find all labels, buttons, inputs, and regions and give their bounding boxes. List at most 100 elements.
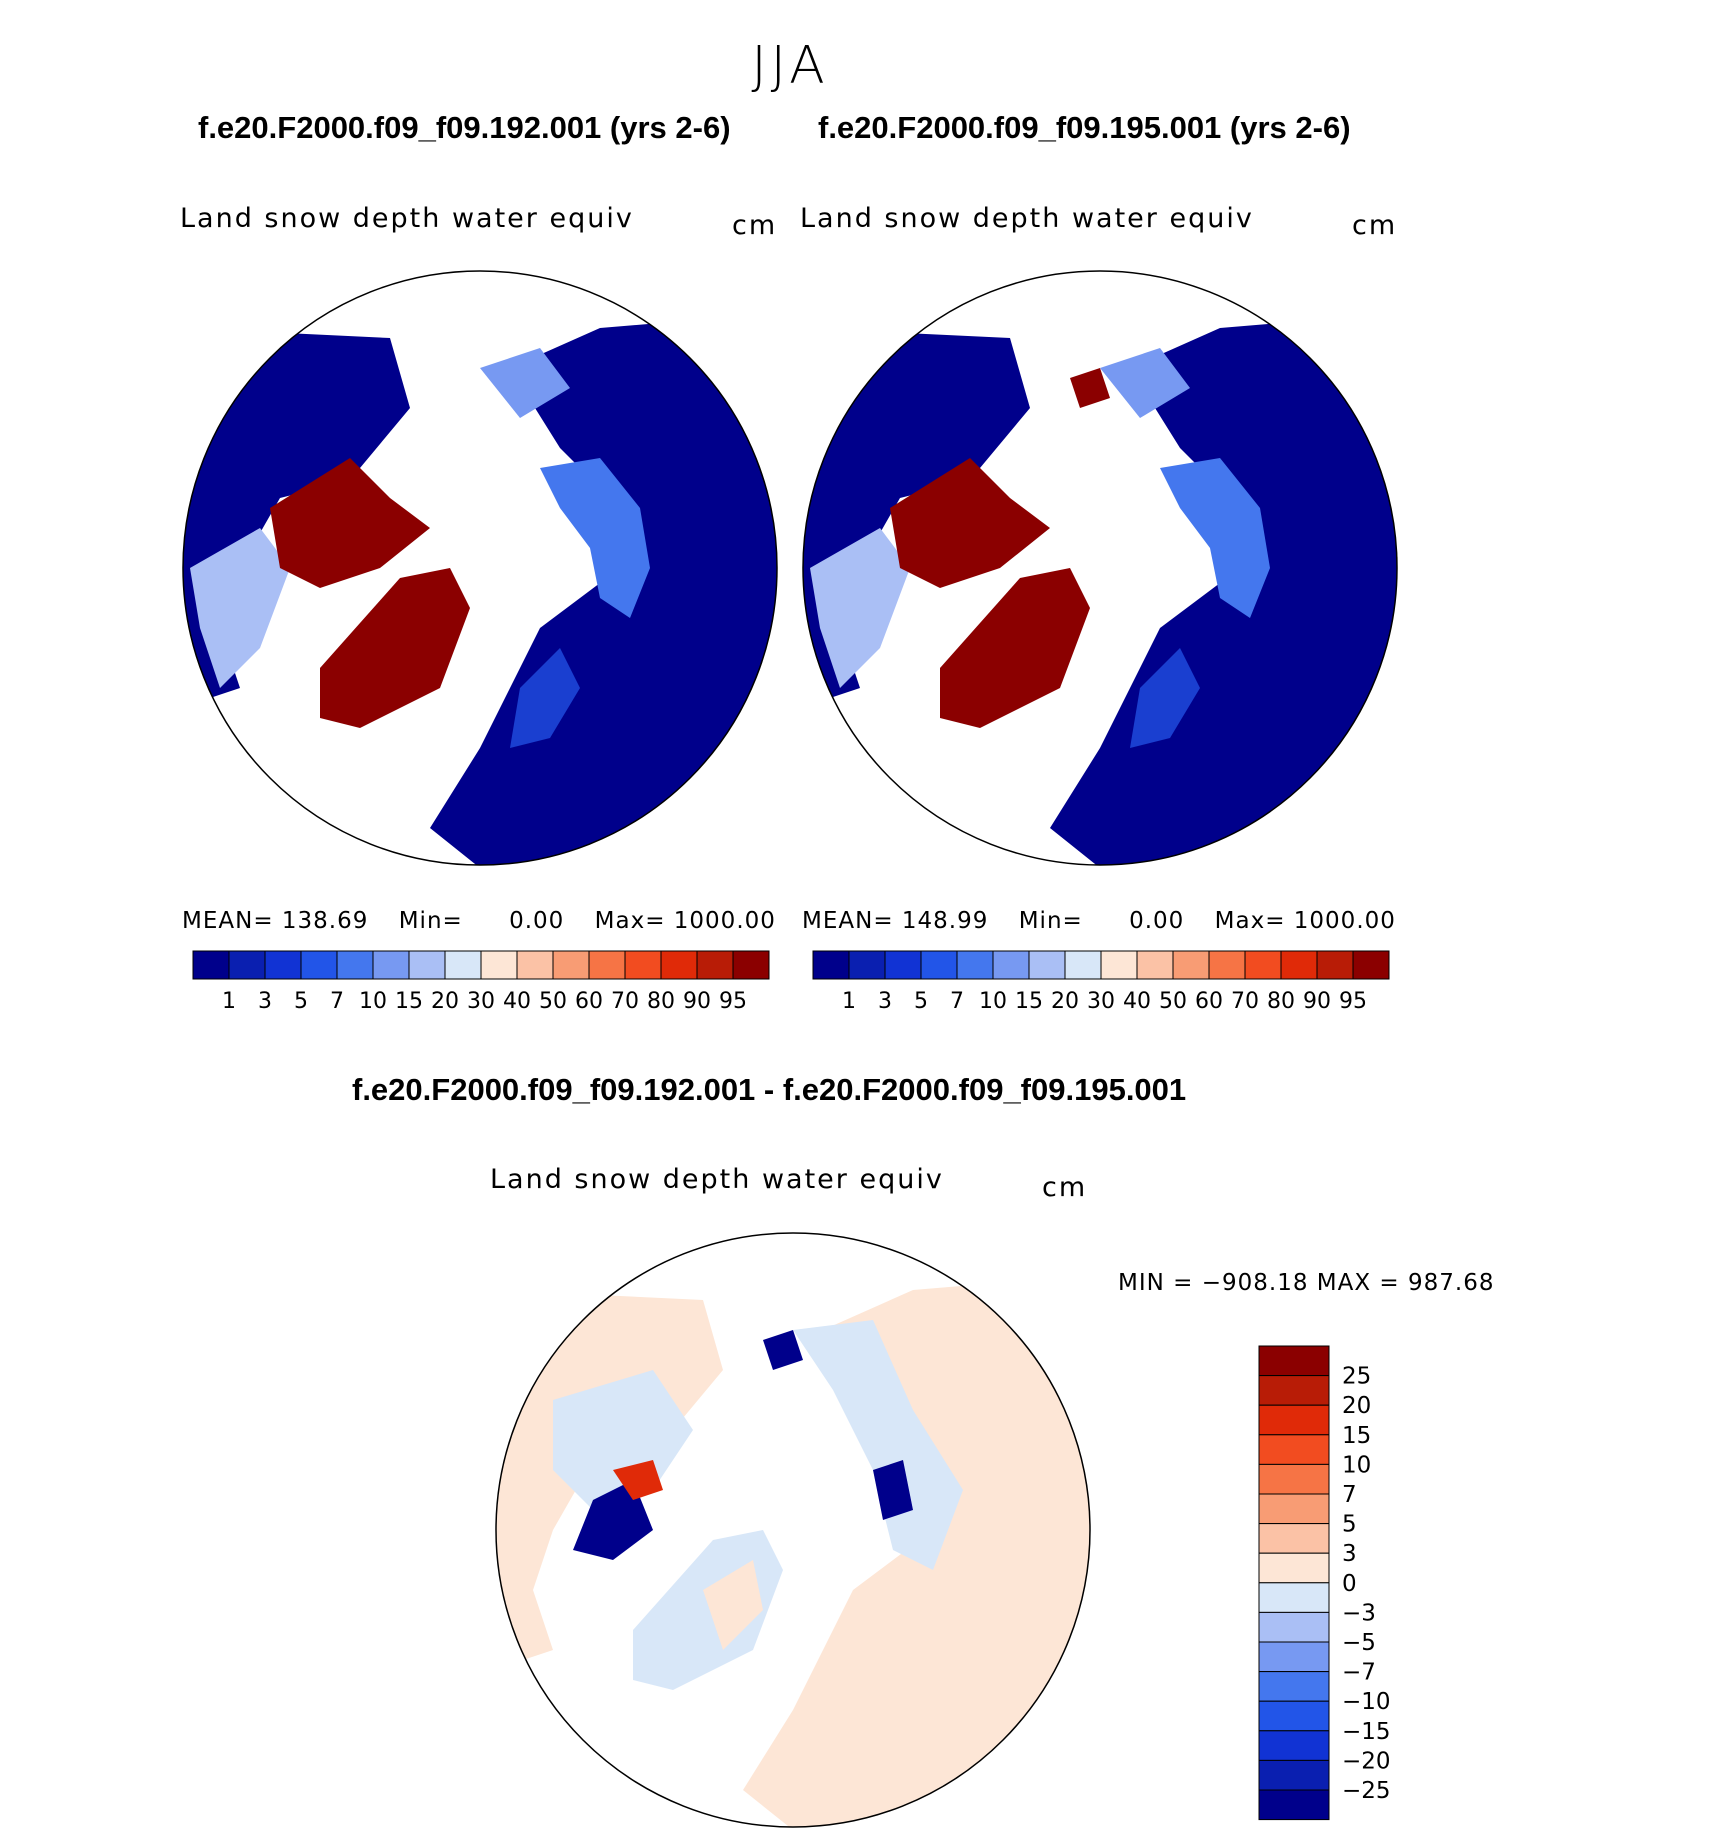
siberia-diff-strong-negative (763, 1330, 803, 1370)
panel-2-colorbar-box (1280, 950, 1318, 980)
siberia-ice-patch (1070, 368, 1110, 408)
eurasia-snow-transition (1160, 458, 1270, 618)
difference-colorbar-box (1258, 1434, 1330, 1465)
panel-2-colorbar-tick-label: 90 (1303, 989, 1331, 1014)
difference-colorbar-tick-label: 10 (1342, 1452, 1371, 1478)
panel-1-colorbar-box (228, 950, 266, 980)
panel-1-polar-map (182, 270, 778, 866)
panel-2-min-value: 0.00 (1129, 908, 1185, 934)
panel-1-colorbar-box (336, 950, 374, 980)
panel-2-run-title: f.e20.F2000.f09_f09.195.001 (yrs 2-6) (818, 110, 1351, 145)
panel-1-stats: MEAN= 138.69 Min= 0.00 Max= 1000.00 (182, 908, 776, 934)
panel-1-colorbar-tick-label: 5 (294, 989, 308, 1014)
difference-colorbar-tick-label: 3 (1342, 1541, 1357, 1567)
panel-1-colorbar-tick-label: 60 (575, 989, 603, 1014)
difference-colorbar-tick-label: −20 (1342, 1748, 1391, 1774)
greenland-ice (940, 568, 1090, 728)
panel-1-field-name: Land snow depth water equiv (180, 203, 634, 234)
panel-1-colorbar-tick-label: 90 (683, 989, 711, 1014)
panel-2-colorbar-box (920, 950, 958, 980)
north-america-light-snow (190, 528, 290, 688)
difference-colorbar-box (1258, 1404, 1330, 1436)
siberia-light-snow (1100, 348, 1190, 418)
difference-colorbar-tick-label: 25 (1342, 1364, 1371, 1390)
difference-colorbar-box (1258, 1375, 1330, 1406)
panel-1-min-label: Min= (398, 908, 463, 934)
panel-2-colorbar-box (812, 950, 850, 980)
difference-polar-map (495, 1232, 1091, 1828)
panel-2-colorbar-tick-label: 60 (1195, 989, 1223, 1014)
difference-colorbar-tick-label: −25 (1342, 1778, 1391, 1804)
difference-colorbar-tick-label: 7 (1342, 1482, 1357, 1508)
panel-2-min-label: Min= (1018, 908, 1083, 934)
panel-2-colorbar-box (1352, 950, 1390, 980)
panel-1-colorbar-box (624, 950, 662, 980)
north-america-light-snow (810, 528, 910, 688)
panel-2-colorbar-tick-label: 7 (950, 989, 964, 1014)
difference-colorbar-box (1258, 1671, 1330, 1702)
panel-1-colorbar-tick-label: 80 (647, 989, 675, 1014)
panel-1-colorbar-box (444, 950, 482, 980)
canadian-archipelago-ice (890, 458, 1050, 588)
panel-1-colorbar-tick-label: 7 (330, 989, 344, 1014)
difference-colorbar-tick-label: −15 (1342, 1719, 1391, 1745)
panel-1-units: cm (732, 210, 778, 241)
panel-1-colorbar-box (660, 950, 698, 980)
panel-2-colorbar-tick-label: 80 (1267, 989, 1295, 1014)
svalbard-diff-strong-negative (873, 1460, 913, 1520)
panel-2-colorbar-tick-label: 5 (914, 989, 928, 1014)
panel-1-colorbar: 1 3 5 7 10 15 20 30 40 50 60 70 80 90 95 (192, 950, 770, 1024)
panel-1-colorbar-box (408, 950, 446, 980)
panel-2-colorbar-tick-label: 50 (1159, 989, 1187, 1014)
scandinavia-snow (510, 648, 580, 748)
panel-2-colorbar-tick-label: 10 (979, 989, 1007, 1014)
difference-colorbar-box (1258, 1552, 1330, 1584)
difference-colorbar-tick-label: 20 (1342, 1393, 1371, 1419)
panel-2-colorbar-box (848, 950, 886, 980)
panel-1-mean-label: MEAN= (182, 908, 274, 934)
panel-2-colorbar-box (956, 950, 994, 980)
difference-colorbar-box (1258, 1493, 1330, 1525)
panel-1-colorbar-box (372, 950, 410, 980)
panel-1-colorbar-tick-label: 40 (503, 989, 531, 1014)
difference-colorbar-tick-label: 5 (1342, 1512, 1357, 1538)
difference-colorbar-box (1258, 1582, 1330, 1613)
panel-2-colorbar-box (1316, 950, 1354, 980)
panel-1-colorbar-tick-label: 1 (222, 989, 236, 1014)
difference-colorbar-box (1258, 1611, 1330, 1643)
panel-2-colorbar-tick-label: 15 (1015, 989, 1043, 1014)
difference-colorbar-tick-label: 15 (1342, 1423, 1371, 1449)
greenland-ice (320, 568, 470, 728)
difference-colorbar-box (1258, 1641, 1330, 1673)
panel-2-colorbar-box (1244, 950, 1282, 980)
difference-colorbar-box (1258, 1759, 1330, 1791)
panel-2-colorbar-box (992, 950, 1030, 980)
panel-2-max-value: 1000.00 (1293, 908, 1396, 934)
panel-2-colorbar-box (884, 950, 922, 980)
canadian-archipelago-ice (270, 458, 430, 588)
panel-1-colorbar-tick-label: 50 (539, 989, 567, 1014)
panel-2-colorbar-tick-label: 40 (1123, 989, 1151, 1014)
panel-1-colorbar-box (552, 950, 590, 980)
north-america-snow-region (183, 328, 410, 708)
panel-1-colorbar-tick-label: 95 (719, 989, 747, 1014)
difference-colorbar-tick-label: −10 (1342, 1689, 1391, 1715)
panel-2-field-name: Land snow depth water equiv (800, 203, 1254, 234)
panel-1-max-label: Max= (594, 908, 666, 934)
siberia-light-snow (480, 348, 570, 418)
panel-1-colorbar-box (264, 950, 302, 980)
difference-colorbar-box (1258, 1700, 1330, 1732)
panel-1-colorbar-box (732, 950, 770, 980)
panel-1-colorbar-tick-label: 10 (359, 989, 387, 1014)
panel-2-colorbar-tick-label: 3 (878, 989, 892, 1014)
panel-1-colorbar-tick-label: 70 (611, 989, 639, 1014)
panel-2-mean-value: 148.99 (901, 908, 989, 934)
panel-1-colorbar-box (696, 950, 734, 980)
panel-2-colorbar: 1 3 5 7 10 15 20 30 40 50 60 70 80 90 95 (812, 950, 1390, 1024)
north-america-diff-positive (496, 1290, 723, 1670)
difference-colorbar: 25 20 15 10 7 5 3 0 −3 −5 −7 −10 −15 −20 −25 (1258, 1345, 1458, 1827)
panel-2-colorbar-box (1208, 950, 1246, 980)
difference-colorbar-box (1258, 1730, 1330, 1761)
panel-1-max-value: 1000.00 (673, 908, 776, 934)
difference-colorbar-box (1258, 1345, 1330, 1377)
